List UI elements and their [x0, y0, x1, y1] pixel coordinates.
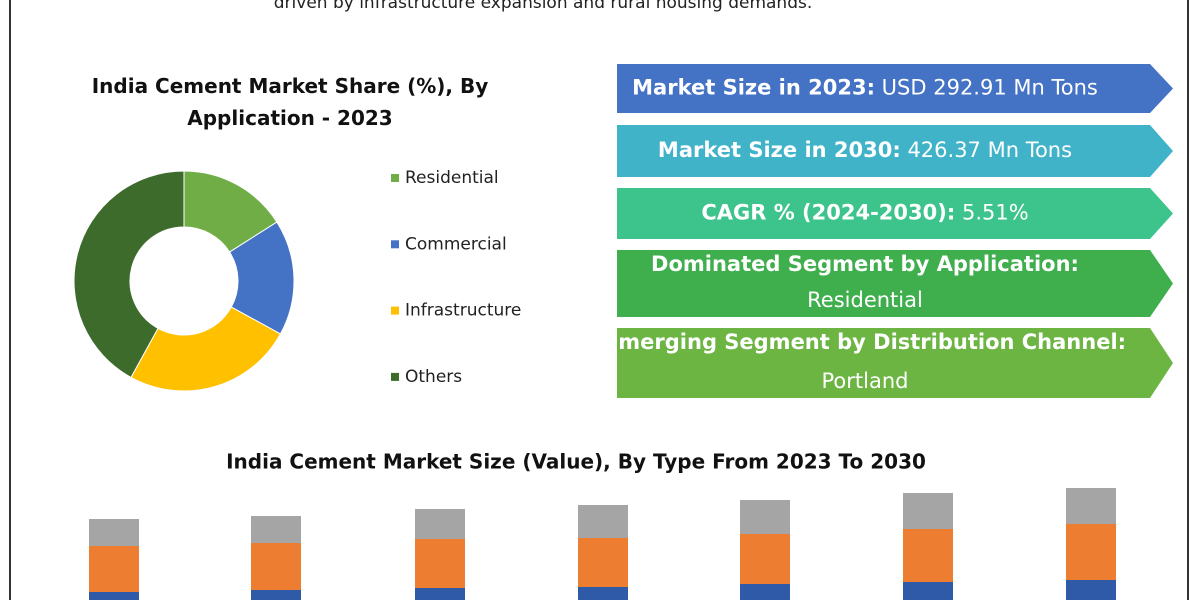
legend-label: Commercial	[405, 234, 507, 254]
donut-title: India Cement Market Share (%), By Applic…	[91, 74, 489, 130]
bar-segment	[1066, 580, 1116, 600]
donut-slice	[73, 170, 185, 379]
bar-segment	[1066, 524, 1116, 580]
bar-segment	[740, 534, 790, 584]
bar-segment	[903, 582, 953, 600]
highlight-label: CAGR % (2024-2030):	[701, 201, 955, 225]
highlight-label: Market Size in 2023:	[632, 76, 875, 100]
bar-segment	[1066, 488, 1116, 524]
highlight-value: USD 292.91 Mn Tons	[882, 76, 1098, 100]
highlight-banner	[617, 125, 1173, 177]
bar-segment	[415, 509, 465, 539]
bar-segment	[578, 587, 628, 600]
legend-label: Residential	[405, 168, 499, 188]
bar-chart-title: India Cement Market Size (Value), By Typ…	[226, 450, 926, 474]
legend-swatch	[391, 240, 399, 249]
bar-segment	[89, 519, 139, 546]
bar-segment	[415, 539, 465, 588]
legend-label: Infrastructure	[405, 301, 521, 321]
highlight-label: Market Size in 2030:	[658, 138, 901, 162]
legend-swatch	[391, 372, 399, 381]
bar-segment	[903, 493, 953, 529]
bar-segment	[903, 529, 953, 582]
highlight-banner	[617, 64, 1173, 113]
bar-segment	[89, 546, 139, 592]
bar-segment	[578, 538, 628, 587]
highlight-text: CAGR % (2024-2030): 5.51%	[701, 201, 1028, 225]
bar-segment	[251, 516, 301, 543]
legend-swatch	[391, 174, 399, 182]
highlight-banner	[617, 250, 1173, 317]
legend-label: Others	[405, 367, 462, 387]
highlight-value: Residential	[807, 288, 923, 312]
bar-segment	[251, 543, 301, 590]
legend-swatch	[391, 306, 399, 315]
bar-segment	[578, 505, 628, 538]
highlight-banner	[617, 328, 1173, 398]
highlight-value: 5.51%	[962, 201, 1029, 225]
highlight-text: Market Size in 2023: USD 292.91 Mn Tons	[632, 76, 1098, 100]
bar-segment	[740, 584, 790, 600]
highlight-label: Emerging Segment by Distribution Channel…	[604, 330, 1126, 354]
bar-segment	[89, 592, 139, 600]
header-text: driven by infrastructure expansion and r…	[274, 0, 813, 13]
highlight-label: Dominated Segment by Application:	[651, 252, 1079, 276]
highlight-banner	[617, 188, 1173, 239]
bar-segment	[415, 588, 465, 600]
highlight-text: Market Size in 2030: 426.37 Mn Tons	[658, 138, 1072, 162]
bar-segment	[740, 500, 790, 534]
highlight-value: Portland	[822, 369, 909, 393]
highlight-value: 426.37 Mn Tons	[907, 138, 1072, 162]
donut-slice	[130, 306, 282, 392]
bar-segment	[251, 590, 301, 600]
